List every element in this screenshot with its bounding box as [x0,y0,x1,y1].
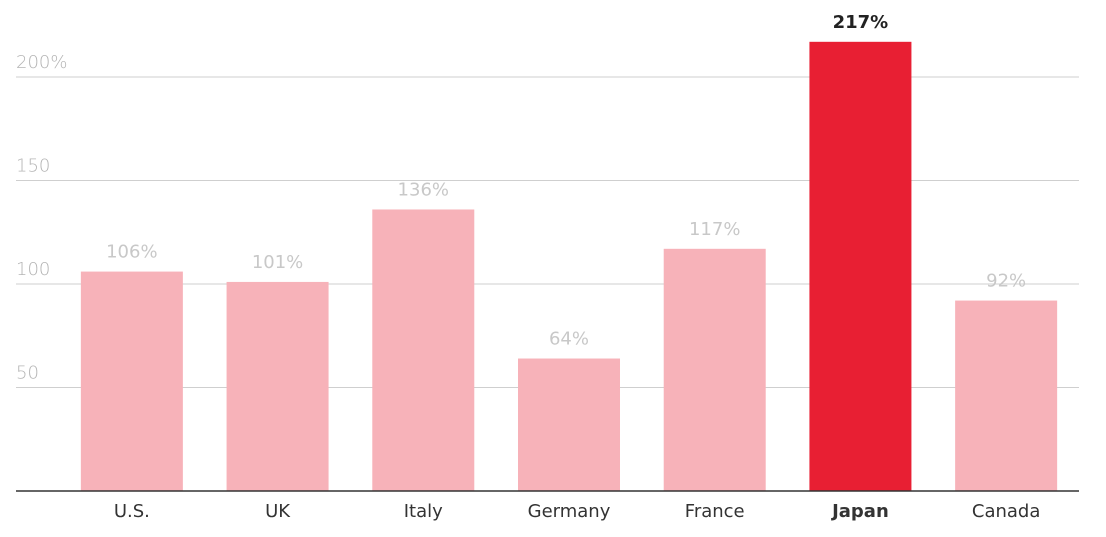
bar [955,300,1058,491]
bar [809,41,912,492]
x-tick-label: U.S. [114,501,150,522]
x-tick-label: Japan [830,501,889,522]
x-tick-label: Italy [404,501,443,522]
bar [226,281,329,491]
value-label: 217% [833,12,889,33]
value-label: 106% [106,242,157,263]
value-label: 92% [986,271,1026,292]
y-tick-label: 100 [16,259,50,280]
bar [663,248,766,491]
bar [518,358,620,491]
value-label: 136% [398,179,449,200]
value-label: 64% [549,329,589,350]
x-tick-label: France [685,501,745,522]
value-label: 101% [252,252,303,273]
y-tick-label: 50 [16,363,39,384]
y-tick-label: 150 [16,156,50,177]
bar [80,271,183,491]
x-tick-label: Germany [528,501,611,522]
x-tick-label: UK [265,501,291,522]
value-label: 117% [689,219,740,240]
bar [372,209,475,492]
y-tick-label: 200% [16,52,67,73]
x-tick-label: Canada [972,501,1041,522]
